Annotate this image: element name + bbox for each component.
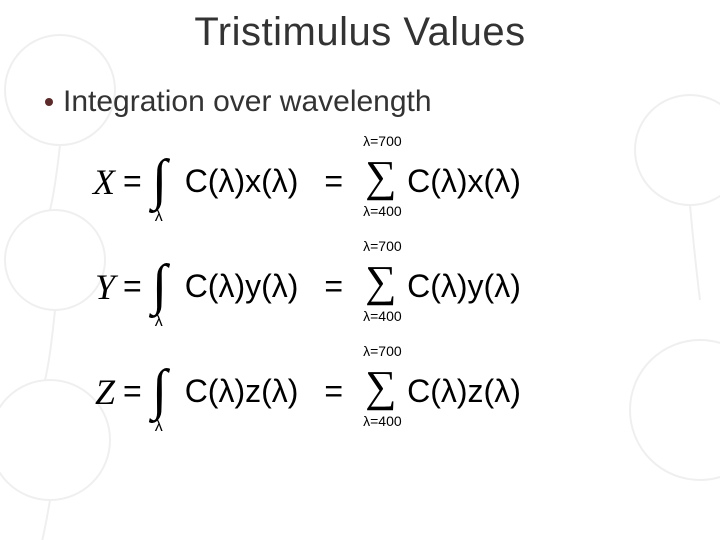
integrand-right: C(λ)y(λ) [407, 268, 521, 305]
equation-row-y: Y = ∫ λ C(λ)y(λ) = λ=700 ∑ λ=400 C(λ)y(λ… [80, 234, 720, 339]
lhs-variable: Z [80, 371, 115, 413]
bullet-dot [45, 98, 53, 106]
integrand-left: C(λ)x(λ) [185, 163, 299, 200]
summation-symbol: λ=700 ∑ λ=400 [361, 147, 407, 217]
sum-lower-limit: λ=400 [363, 203, 402, 219]
integrand-right: C(λ)z(λ) [407, 373, 521, 410]
integral-symbol: ∫ λ [150, 152, 185, 212]
integrand-left: C(λ)z(λ) [185, 373, 299, 410]
equation-row-z: Z = ∫ λ C(λ)z(λ) = λ=700 ∑ λ=400 C(λ)z(λ… [80, 339, 720, 444]
integral-symbol: ∫ λ [150, 362, 185, 422]
integral-symbol: ∫ λ [150, 257, 185, 317]
equals-sign: = [316, 268, 351, 305]
equals-sign: = [316, 163, 351, 200]
sum-upper-limit: λ=700 [363, 343, 402, 359]
equation-row-x: X = ∫ λ C(λ)x(λ) = λ=700 ∑ λ=400 C(λ)x(λ… [80, 129, 720, 234]
bullet-text: Integration over wavelength [63, 85, 432, 119]
page-title: Tristimulus Values [0, 10, 720, 55]
lhs-variable: X [80, 161, 115, 203]
equals-sign: = [115, 163, 150, 200]
integrand-left: C(λ)y(λ) [185, 268, 299, 305]
sum-lower-limit: λ=400 [363, 413, 402, 429]
equals-sign: = [115, 268, 150, 305]
lhs-variable: Y [80, 266, 115, 308]
equations-block: X = ∫ λ C(λ)x(λ) = λ=700 ∑ λ=400 C(λ)x(λ… [80, 129, 720, 444]
summation-symbol: λ=700 ∑ λ=400 [361, 252, 407, 322]
bullet-line: Integration over wavelength [45, 85, 720, 119]
integral-subscript: λ [155, 313, 163, 331]
integral-subscript: λ [155, 418, 163, 436]
sum-upper-limit: λ=700 [363, 238, 402, 254]
sum-lower-limit: λ=400 [363, 308, 402, 324]
equals-sign: = [316, 373, 351, 410]
sum-upper-limit: λ=700 [363, 133, 402, 149]
integral-subscript: λ [155, 208, 163, 226]
summation-symbol: λ=700 ∑ λ=400 [361, 357, 407, 427]
integrand-right: C(λ)x(λ) [407, 163, 521, 200]
equals-sign: = [115, 373, 150, 410]
